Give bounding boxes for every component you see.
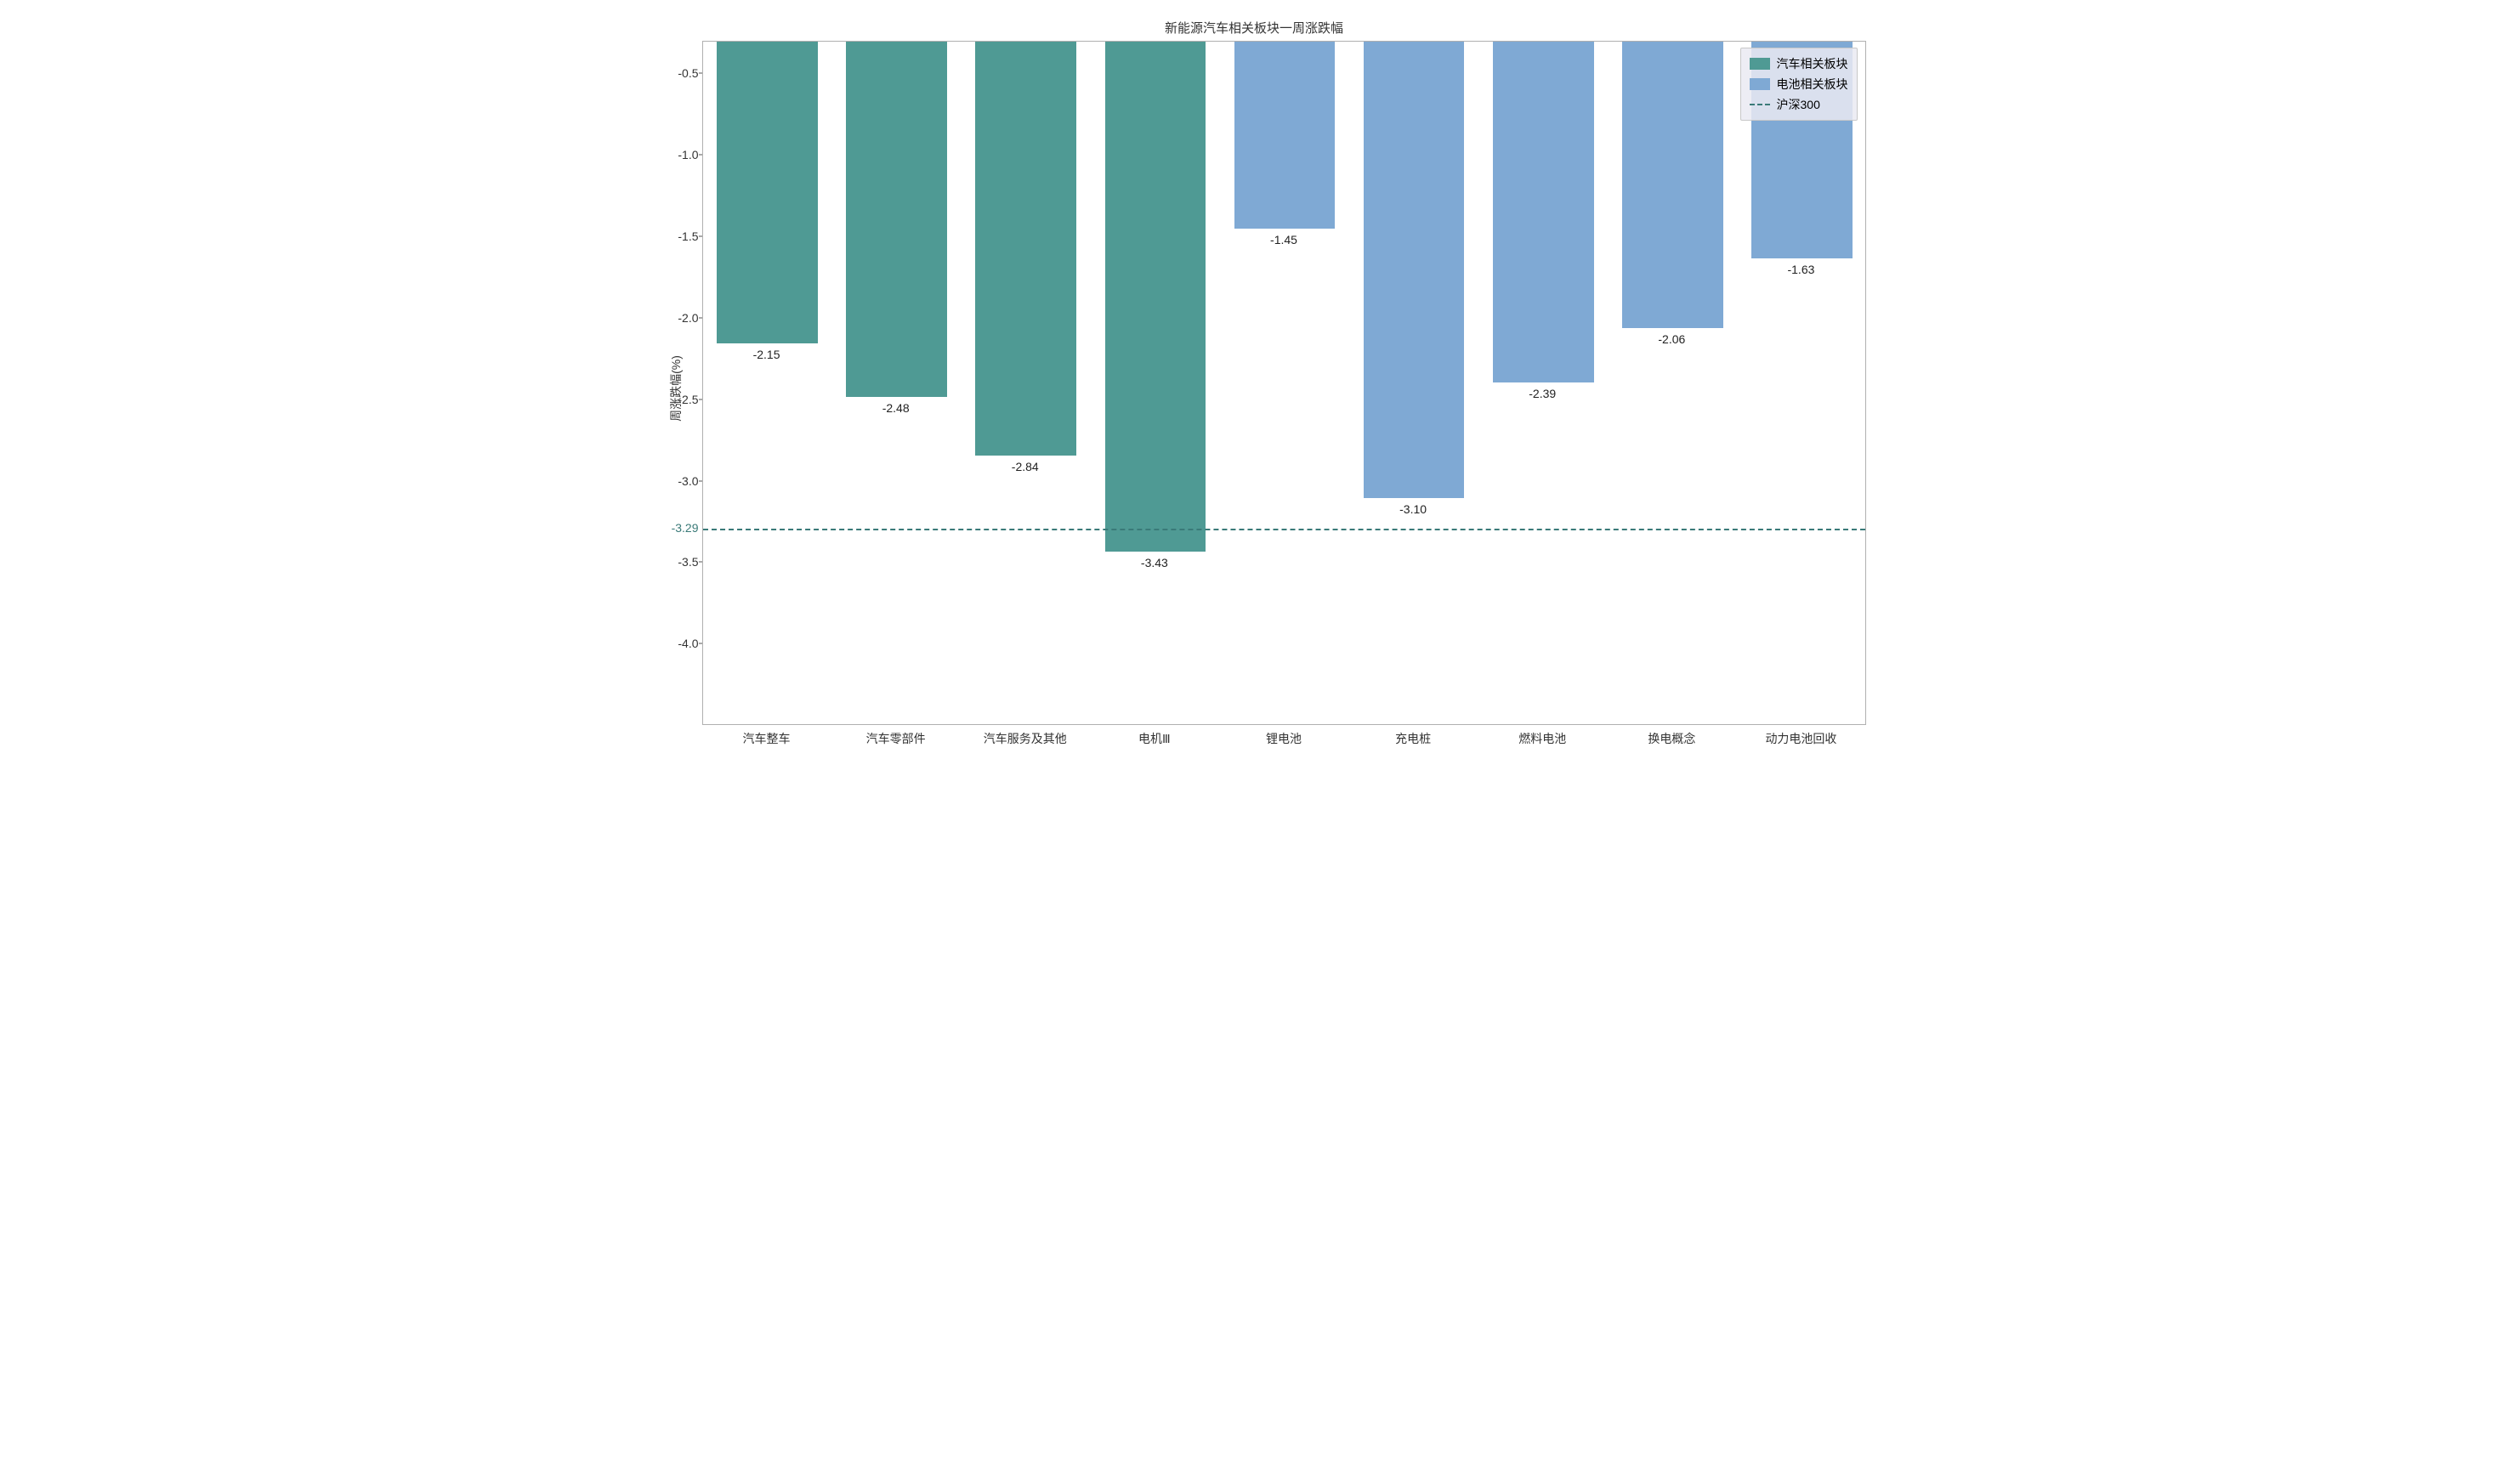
chart-container: 新能源汽车相关板块一周涨跌幅 周涨跌幅(%) 汽车相关板块电池相关板块沪深300… — [627, 17, 1881, 759]
legend-item: 电池相关板块 — [1750, 74, 1848, 94]
bar-value-label: -2.84 — [1012, 460, 1039, 473]
legend-swatch — [1750, 78, 1770, 90]
bar — [846, 42, 947, 397]
bar-value-label: -2.39 — [1529, 387, 1556, 400]
bar-value-label: -1.63 — [1787, 263, 1814, 276]
bar — [975, 42, 1076, 456]
y-tick-label: -3.5 — [678, 555, 698, 569]
legend-item: 汽车相关板块 — [1750, 54, 1848, 74]
y-tick-label: -3.0 — [678, 474, 698, 488]
x-tick-label: 充电桩 — [1395, 730, 1431, 747]
bar-value-label: -1.45 — [1270, 233, 1297, 246]
bar-value-label: -3.43 — [1141, 556, 1168, 569]
legend-item: 沪深300 — [1750, 94, 1848, 115]
y-tick-mark — [699, 73, 702, 74]
legend-swatch — [1750, 58, 1770, 70]
y-axis-label: 周涨跌幅(%) — [667, 355, 684, 422]
reference-line-tick-label: -3.29 — [672, 521, 699, 535]
bar — [1105, 42, 1206, 552]
y-tick-mark — [699, 643, 702, 644]
y-tick-label: -2.0 — [678, 311, 698, 325]
y-tick-mark — [699, 480, 702, 481]
y-tick-label: -0.5 — [678, 66, 698, 80]
bar-value-label: -2.06 — [1658, 332, 1685, 346]
y-tick-mark — [699, 236, 702, 237]
bar — [1622, 42, 1723, 328]
x-tick-label: 动力电池回收 — [1765, 730, 1836, 747]
y-tick-label: -2.5 — [678, 393, 698, 406]
bar-value-label: -2.48 — [882, 401, 910, 415]
y-tick-mark — [699, 317, 702, 318]
bar-value-label: -3.10 — [1399, 502, 1427, 516]
y-tick-mark — [699, 155, 702, 156]
y-tick-label: -1.0 — [678, 148, 698, 161]
bar-value-label: -2.15 — [753, 348, 780, 361]
y-tick-label: -4.0 — [678, 637, 698, 650]
y-tick-label: -1.5 — [678, 229, 698, 243]
legend-dash — [1750, 104, 1770, 105]
bar — [1234, 42, 1336, 229]
bar — [1364, 42, 1465, 498]
legend-label: 汽车相关板块 — [1777, 55, 1848, 72]
bar — [1493, 42, 1594, 382]
y-tick-mark — [699, 562, 702, 563]
x-tick-label: 汽车整车 — [743, 730, 791, 747]
x-tick-label: 汽车服务及其他 — [984, 730, 1067, 747]
x-tick-label: 汽车零部件 — [866, 730, 926, 747]
legend-label: 电池相关板块 — [1777, 76, 1848, 93]
x-tick-label: 锂电池 — [1266, 730, 1302, 747]
x-tick-label: 电机Ⅲ — [1138, 730, 1171, 747]
legend-label: 沪深300 — [1777, 96, 1820, 113]
legend: 汽车相关板块电池相关板块沪深300 — [1740, 48, 1858, 121]
plot-area — [702, 41, 1866, 725]
chart-title: 新能源汽车相关板块一周涨跌幅 — [1165, 19, 1343, 37]
bar — [717, 42, 818, 343]
x-tick-label: 换电概念 — [1648, 730, 1695, 747]
x-tick-label: 燃料电池 — [1518, 730, 1566, 747]
reference-line — [703, 529, 1865, 530]
